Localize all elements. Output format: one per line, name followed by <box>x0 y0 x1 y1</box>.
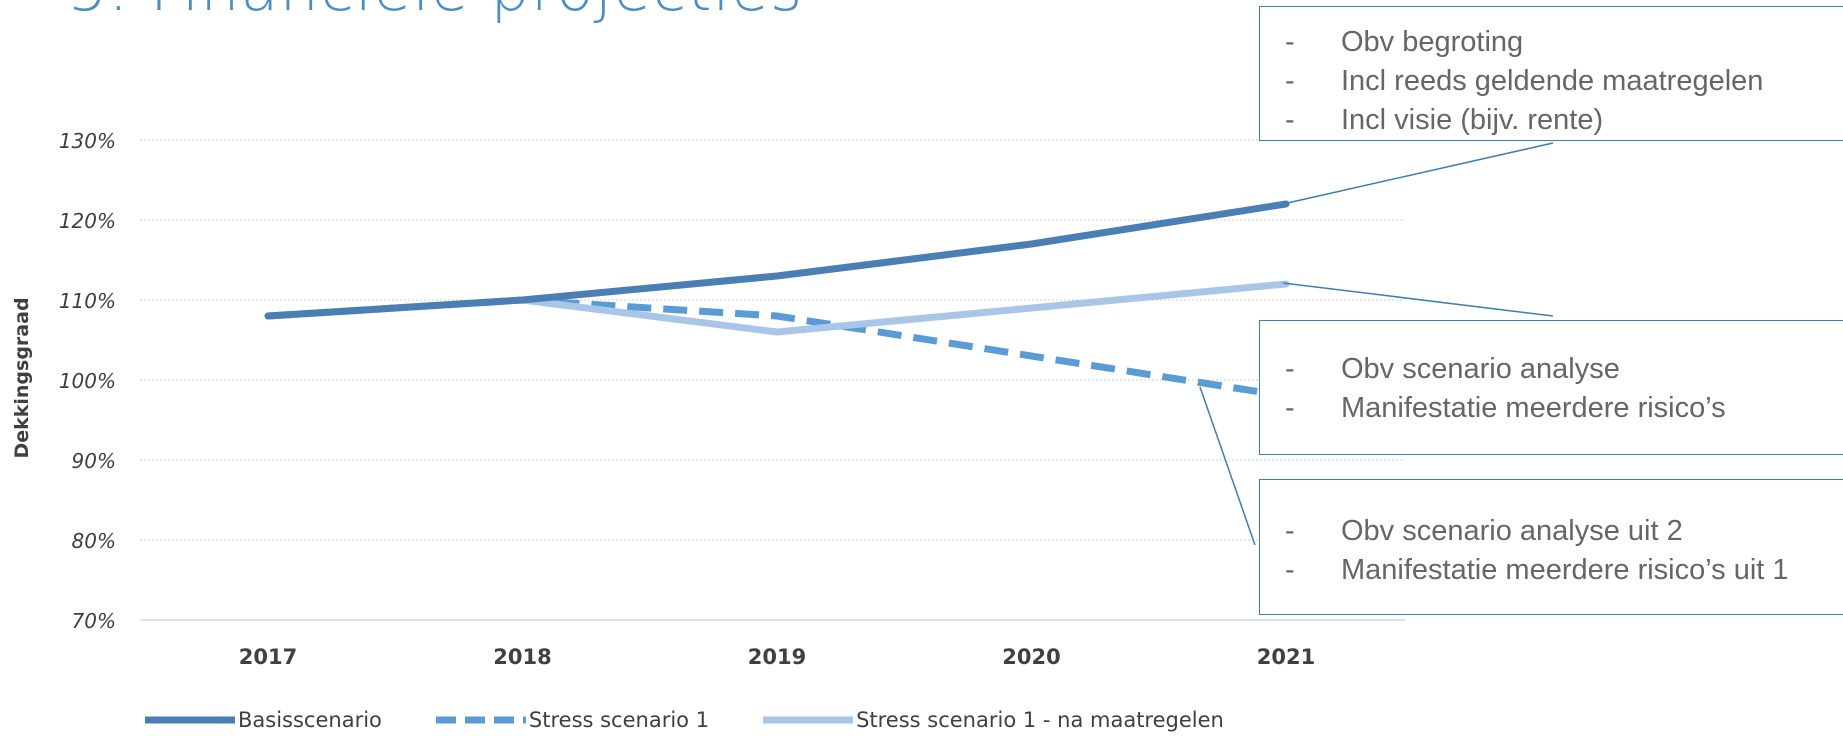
data-point <box>776 331 778 333</box>
annotation-item: - Obv scenario analyse <box>1285 353 1620 385</box>
annotation-item: - Manifestatie meerdere risico’s uit 1 <box>1285 554 1789 586</box>
annotation-box-scenario-uit: - Obv scenario analyse uit 2 - Manifestati… <box>1259 479 1843 615</box>
annotation-item: - Manifestatie meerdere risico’s <box>1285 392 1726 424</box>
x-tick-label: 2017 <box>239 645 297 669</box>
callout-line-2 <box>1282 282 1554 317</box>
series-line-1 <box>267 296 1287 400</box>
callout-line-1 <box>1282 142 1554 205</box>
annotation-item: - Incl reeds geldende maatregelen <box>1285 65 1764 97</box>
legend-swatch-dashed <box>435 716 526 724</box>
x-tick-label: 2021 <box>1257 645 1315 669</box>
annotation-box-begroting: - Obv begroting - Incl reeds geldende maat… <box>1259 6 1843 141</box>
annotation-item: - Obv scenario analyse uit 2 <box>1285 515 1683 547</box>
chart-legend: Basisscenario Stress scenario 1 Stress s… <box>145 704 1278 736</box>
y-tick-label: 130% <box>59 129 116 153</box>
legend-label: Basisscenario <box>238 708 382 732</box>
data-point <box>1031 243 1032 245</box>
legend-label: Stress scenario 1 <box>528 708 710 732</box>
annotation-item: - Incl visie (bijv. rente) <box>1285 104 1604 136</box>
legend-label: Stress scenario 1 - na maatregelen <box>856 708 1224 732</box>
data-point <box>776 315 778 317</box>
x-tick-label: 2020 <box>1002 645 1060 669</box>
x-tick-label: 2019 <box>748 645 806 669</box>
data-point <box>522 299 523 301</box>
legend-item-stress: Stress scenario 1 <box>435 708 710 732</box>
y-tick-label: 90% <box>72 449 116 473</box>
page-title: 5. Financiële projecties <box>68 0 803 25</box>
annotation-box-scenario: - Obv scenario analyse - Manifestatie meer… <box>1259 320 1843 455</box>
legend-item-stress-na-maatregelen: Stress scenario 1 - na maatregelen <box>763 708 1224 732</box>
y-tick-label: 100% <box>59 369 116 393</box>
y-tick-label: 80% <box>72 529 116 553</box>
y-tick-label: 110% <box>59 289 116 313</box>
legend-item-basisscenario: Basisscenario <box>145 708 382 732</box>
data-point <box>1031 307 1032 309</box>
legend-swatch-light <box>763 716 854 724</box>
callout-line-3 <box>1199 386 1256 546</box>
callout-connectors <box>1199 142 1554 546</box>
data-point <box>1031 355 1032 357</box>
y-tick-label: 120% <box>59 209 116 233</box>
x-tick-label: 2018 <box>493 645 551 669</box>
data-point <box>267 315 269 317</box>
y-tick-label: 70% <box>72 609 116 633</box>
data-point <box>776 275 778 277</box>
annotation-item: - Obv begroting <box>1285 26 1524 58</box>
y-axis-label: Dekkingsgraad <box>11 297 33 458</box>
legend-swatch-solid <box>145 716 235 724</box>
